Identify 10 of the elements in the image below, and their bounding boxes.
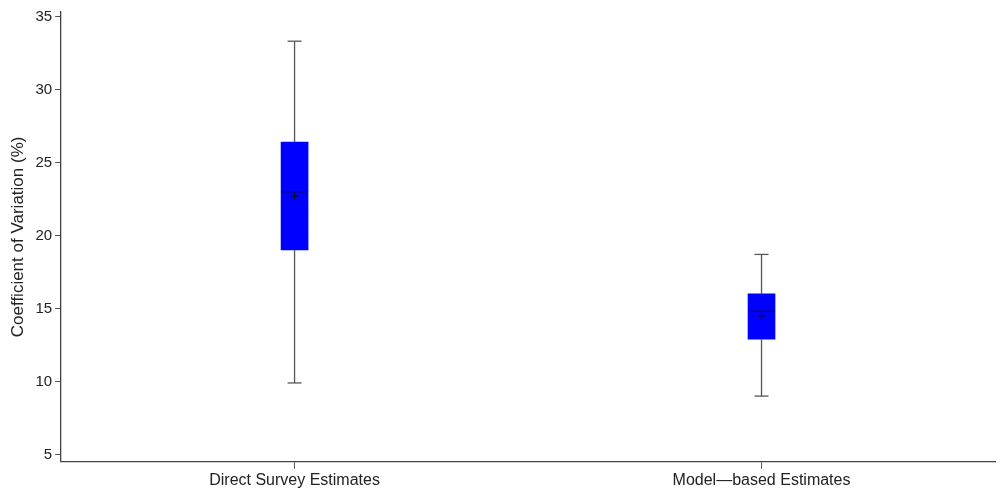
y-tick-label: 35 (35, 6, 53, 24)
y-tick-label: 5 (43, 444, 53, 462)
y-tick-label: 15 (35, 298, 53, 316)
y-tick-label: 30 (35, 79, 53, 97)
y-axis-title: Coefficient of Variation (%) (7, 136, 27, 338)
y-tick-label: 25 (35, 152, 53, 170)
x-tick-label: Model—based Estimates (672, 470, 851, 488)
x-tick-label: Direct Survey Estimates (209, 470, 380, 488)
y-tick-label: 10 (35, 371, 53, 389)
y-tick-label: 20 (35, 225, 53, 243)
